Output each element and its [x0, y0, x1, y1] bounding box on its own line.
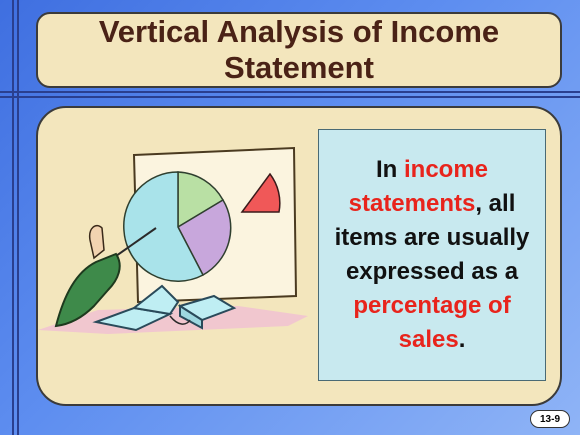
- decorative-line-vertical-1: [12, 0, 14, 435]
- slide-title-line-2: Statement: [224, 50, 374, 85]
- callout-text: In income statements, all items are usua…: [319, 153, 545, 357]
- callout-text-part-2: , all items are usually expressed as a: [334, 190, 530, 285]
- slide-title-box: Vertical Analysis of Income Statement: [36, 12, 562, 88]
- slide-title-line-1: Vertical Analysis of Income: [98, 14, 500, 49]
- presenter-with-pie-chart-icon: [38, 146, 308, 334]
- callout-box: In income statements, all items are usua…: [318, 129, 546, 381]
- slide-title: Vertical Analysis of Income Statement: [99, 14, 499, 86]
- slide-number-badge: 13-9: [530, 410, 570, 428]
- decorative-line-horizontal-1: [0, 91, 580, 93]
- decorative-line-horizontal-2: [0, 96, 580, 98]
- callout-text-part-1: In: [375, 156, 404, 183]
- callout-highlight-income-statements: income statements: [348, 156, 489, 217]
- decorative-line-vertical-2: [17, 0, 19, 435]
- callout-highlight-percentage-of-sales: percentage of sales: [353, 292, 511, 353]
- callout-text-part-3: .: [458, 326, 466, 353]
